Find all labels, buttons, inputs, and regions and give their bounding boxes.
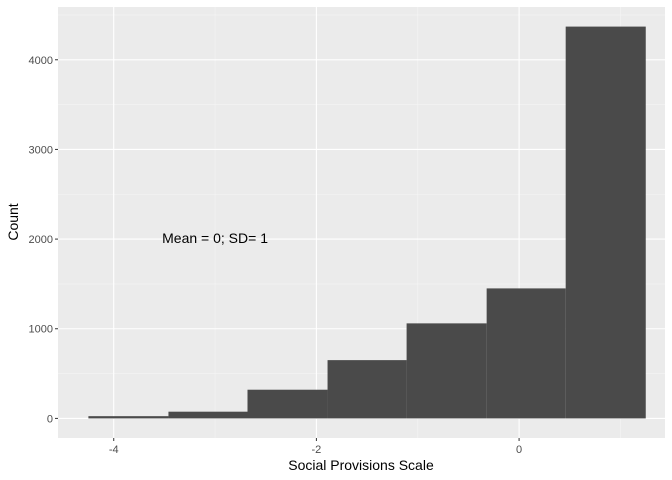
x-axis-title: Social Provisions Scale [288, 457, 434, 473]
y-tick-label: 0 [47, 413, 53, 425]
x-tick-label: -2 [312, 444, 322, 456]
histogram-bar [327, 360, 407, 419]
histogram-bar [247, 389, 328, 419]
y-tick-label: 3000 [29, 144, 53, 156]
y-tick-label: 2000 [29, 234, 53, 246]
histogram-bar [565, 26, 646, 419]
x-tick-label: -4 [109, 444, 119, 456]
y-axis-title: Count [5, 203, 21, 240]
x-tick-label: 0 [516, 444, 522, 456]
y-tick-label: 1000 [29, 324, 53, 336]
histogram-bars [88, 26, 646, 419]
x-axis-ticks: -4 -2 0 [109, 438, 522, 456]
histogram-bar [88, 416, 169, 419]
histogram-bar [486, 288, 566, 419]
annotation-text: Mean = 0; SD= 1 [162, 230, 268, 246]
histogram-bar [168, 411, 248, 419]
y-axis-ticks: 0 1000 2000 3000 4000 [29, 55, 58, 425]
y-tick-label: 4000 [29, 55, 53, 67]
histogram-bar [406, 323, 487, 419]
